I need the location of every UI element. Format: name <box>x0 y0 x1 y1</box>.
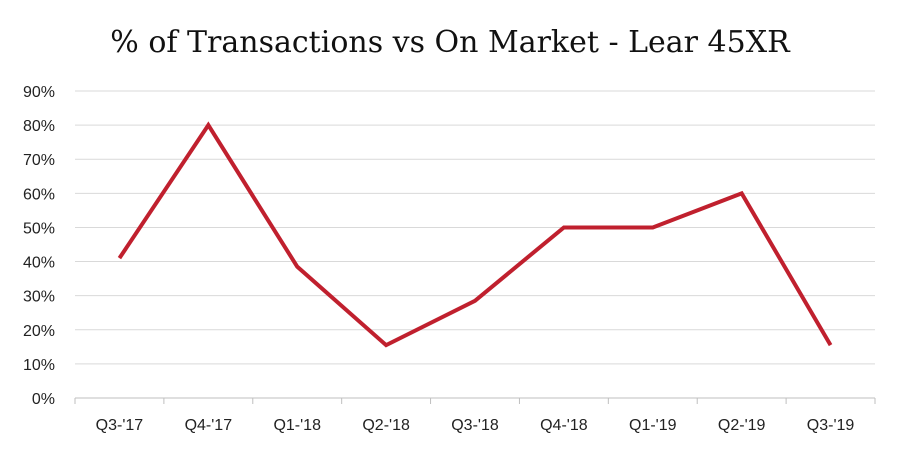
x-tick-label: Q3-'19 <box>807 417 855 434</box>
gridlines <box>74 90 876 404</box>
x-tick-label: Q1-'19 <box>629 417 677 434</box>
x-tick-label: Q3-'18 <box>451 417 499 434</box>
y-tick-label: 30% <box>23 289 55 306</box>
y-tick-label: 0% <box>32 391 55 408</box>
y-tick-label: 20% <box>23 323 55 340</box>
x-tick-label: Q2-'18 <box>362 417 410 434</box>
y-tick-label: 80% <box>23 118 55 135</box>
y-tick-label: 10% <box>23 357 55 374</box>
y-tick-label: 90% <box>23 84 55 101</box>
x-tick-label: Q1-'18 <box>273 417 321 434</box>
chart-title: % of Transactions vs On Market - Lear 45… <box>110 25 791 60</box>
x-tick-label: Q4-'17 <box>185 417 233 434</box>
y-axis-ticks: 0% 10% 20% 30% 40% 50% 60% 70% 80% 90% <box>23 84 55 408</box>
x-tick-label: Q2-'19 <box>718 417 766 434</box>
y-tick-label: 60% <box>23 186 55 203</box>
x-tick-label: Q4-'18 <box>540 417 588 434</box>
series-line <box>117 121 833 348</box>
x-tick-label: Q3-'17 <box>96 417 144 434</box>
y-tick-label: 40% <box>23 255 55 272</box>
x-axis-ticks: Q3-'17 Q4-'17 Q1-'18 Q2-'18 Q3-'18 Q4-'18 Q1-'… <box>96 417 855 434</box>
y-tick-label: 50% <box>23 220 55 237</box>
series-layer <box>117 121 833 348</box>
y-tick-label: 70% <box>23 152 55 169</box>
